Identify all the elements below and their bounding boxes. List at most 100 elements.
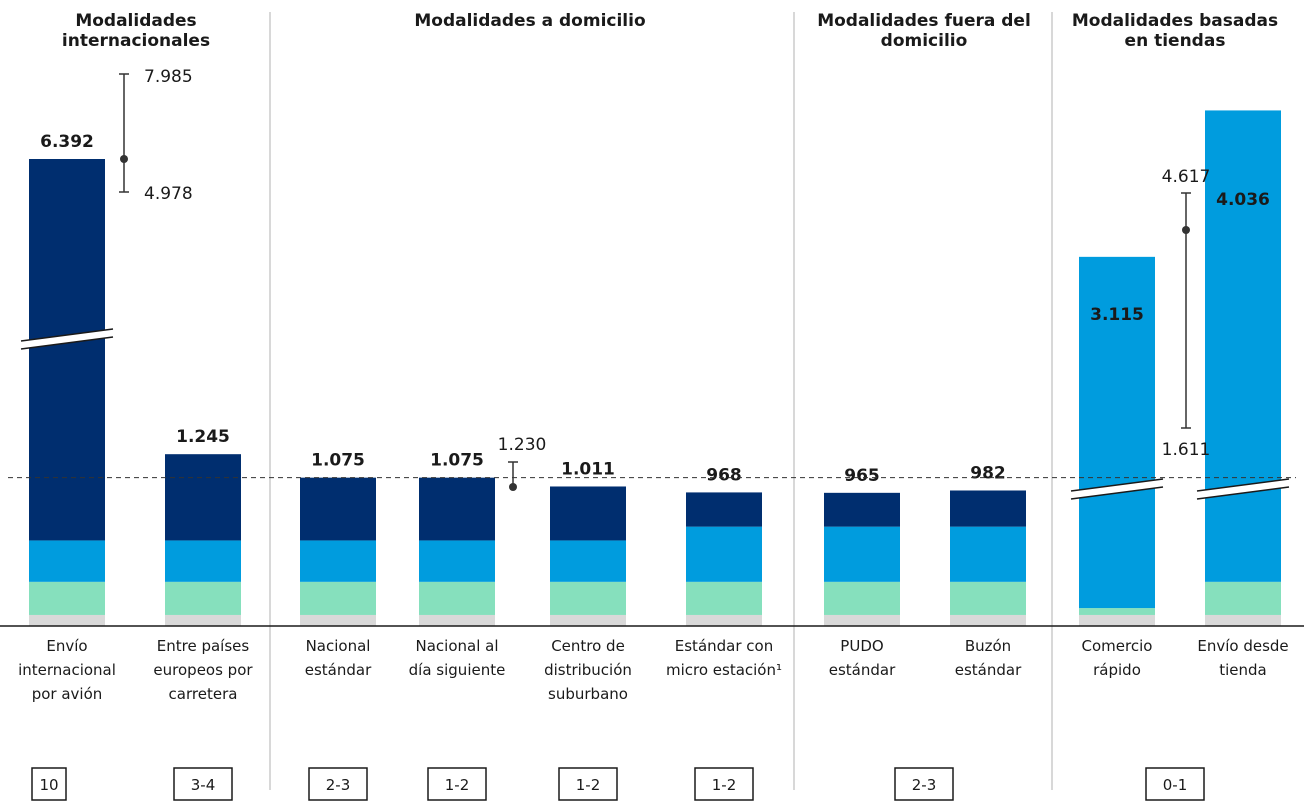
lead-time-label: 2-3	[912, 776, 937, 794]
bar-segment	[950, 581, 1026, 615]
range-low-label: 4.978	[144, 184, 193, 204]
axis-break-gap	[21, 329, 113, 349]
bar-segment	[950, 490, 1026, 527]
range-high-label: 1.230	[498, 435, 547, 455]
total-value-label: 965	[844, 466, 880, 486]
bar-segment	[29, 159, 105, 541]
total-value-label: 1.075	[430, 451, 484, 471]
category-label: distribución	[544, 661, 632, 679]
bar-stack	[165, 454, 241, 626]
bar-segment	[824, 492, 900, 527]
axis-break-line	[20, 336, 114, 350]
range-indicator-store	[1181, 192, 1191, 429]
category-label: Envío desde	[1197, 637, 1288, 655]
lead-time-box: 10	[31, 767, 67, 801]
bar-segment	[686, 526, 762, 582]
range-indicator-air	[119, 73, 129, 193]
bar-segment	[1205, 614, 1281, 626]
total-value-label: 1.011	[561, 459, 615, 479]
lead-time-label: 3-4	[191, 776, 216, 794]
bar-segment	[950, 526, 1026, 582]
category-label: estándar	[955, 661, 1022, 679]
category-label: Nacional al	[416, 637, 499, 655]
bar-segment	[29, 614, 105, 626]
lead-time-label: 1-2	[576, 776, 601, 794]
lead-time-box: 1-2	[427, 767, 487, 801]
bar-stack	[1070, 256, 1164, 626]
lead-time-label: 0-1	[1163, 776, 1188, 794]
bar-stack	[20, 159, 114, 626]
bar-segment	[686, 581, 762, 615]
category-label: europeos por	[153, 661, 253, 679]
lead-time-box-border	[894, 767, 954, 801]
bar-segment	[300, 581, 376, 615]
bar-segment	[686, 492, 762, 527]
range-point	[1182, 226, 1190, 234]
category-label: Entre países	[157, 637, 250, 655]
group-title: en tiendas	[1125, 31, 1226, 51]
axis-break-gap	[1197, 479, 1289, 499]
total-value-label: 3.115	[1090, 305, 1144, 325]
category-label: micro estación¹	[666, 661, 782, 679]
range-high-label: 4.617	[1162, 167, 1211, 187]
category-label: estándar	[305, 661, 372, 679]
axis-break-line	[1196, 486, 1290, 500]
total-value-label: 1.245	[176, 427, 230, 447]
bar-segment	[1079, 256, 1155, 609]
bar-stack	[419, 477, 495, 626]
range-low-label: 1.611	[1162, 440, 1211, 460]
range-point	[120, 155, 128, 163]
bar-segment	[300, 540, 376, 582]
range-high-label: 7.985	[144, 67, 193, 87]
total-value-label: 968	[706, 465, 742, 485]
bar-segment	[419, 540, 495, 582]
bar-segment	[29, 581, 105, 615]
group-title: internacionales	[62, 31, 210, 51]
bar-segment	[165, 454, 241, 541]
category-label: Centro de	[551, 637, 625, 655]
bar-segment	[1079, 608, 1155, 615]
category-label: Envío	[46, 637, 87, 655]
lead-time-label: 1-2	[445, 776, 470, 794]
category-label: PUDO	[840, 637, 883, 655]
bar-segment	[300, 477, 376, 541]
lead-time-box: 0-1	[1145, 767, 1205, 801]
bar-stack	[824, 492, 900, 626]
lead-time-box-border	[558, 767, 618, 801]
bar-segment	[824, 614, 900, 626]
range-point	[509, 483, 517, 491]
lead-time-label: 10	[39, 776, 58, 794]
range-indicator-next-day	[508, 461, 518, 491]
bar-stack	[550, 486, 626, 626]
category-label: tienda	[1219, 661, 1267, 679]
bar-segment	[824, 581, 900, 615]
bar-segment	[824, 526, 900, 582]
axis-break-line	[1070, 478, 1164, 492]
bar-segment	[1205, 110, 1281, 582]
lead-time-box: 2-3	[894, 767, 954, 801]
category-label: Nacional	[306, 637, 371, 655]
bar-segment	[550, 540, 626, 582]
bar-segment	[165, 614, 241, 626]
bar-segment	[419, 581, 495, 615]
lead-time-box: 3-4	[173, 767, 233, 801]
total-value-label: 6.392	[40, 132, 94, 152]
category-label: por avión	[32, 685, 103, 703]
lead-time-box-border	[427, 767, 487, 801]
total-value-label: 982	[970, 463, 1006, 483]
category-label: rápido	[1093, 661, 1141, 679]
group-title: Modalidades	[75, 11, 196, 31]
axis-break-gap	[1071, 479, 1163, 499]
category-label: Estándar con	[675, 637, 773, 655]
axis-break-line	[1070, 486, 1164, 500]
category-label: Comercio	[1082, 637, 1153, 655]
bar-segment	[550, 581, 626, 615]
category-label: Buzón	[965, 637, 1011, 655]
lead-time-box-border	[31, 767, 67, 801]
bar-segment	[419, 477, 495, 541]
bar-segment	[29, 540, 105, 582]
group-title: Modalidades basadas	[1072, 11, 1278, 31]
total-value-label: 4.036	[1216, 190, 1270, 210]
lead-time-box-border	[694, 767, 754, 801]
